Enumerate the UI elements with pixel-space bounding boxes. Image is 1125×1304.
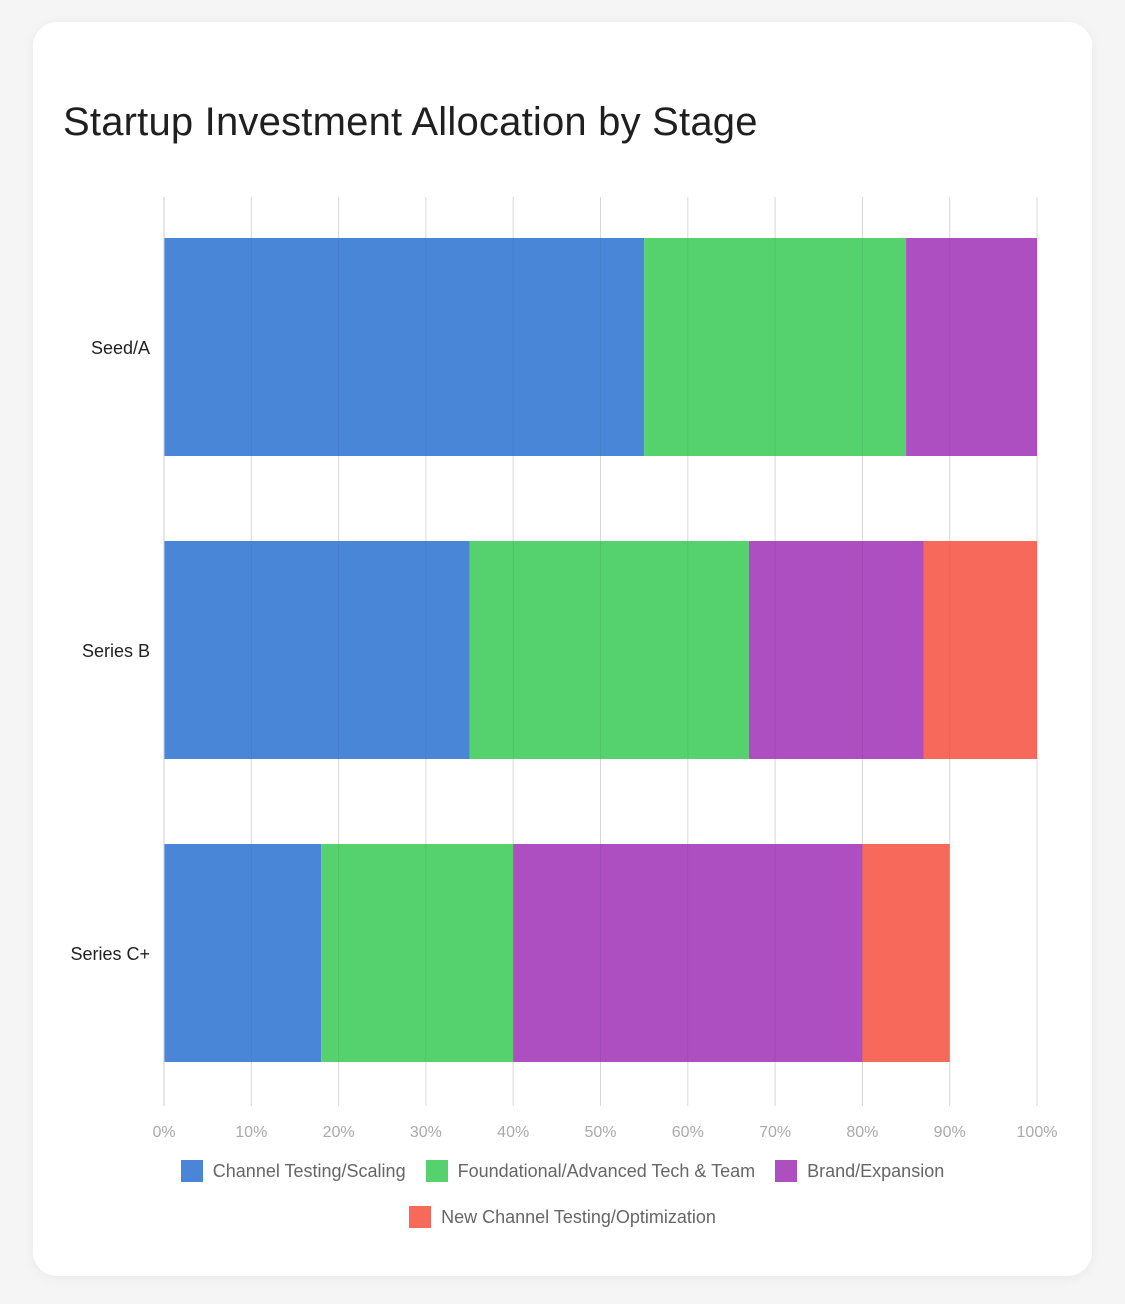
bar-1-series-2[interactable]: [748, 541, 924, 759]
legend-swatch: [409, 1206, 432, 1228]
legend-item-0[interactable]: Channel Testing/Scaling: [180, 1160, 406, 1182]
x-tick-label: 0%: [152, 1124, 175, 1141]
x-tick-label: 30%: [410, 1124, 442, 1141]
bar-2-series-2[interactable]: [513, 844, 863, 1062]
category-label: Series C+: [70, 944, 150, 964]
category-label: Seed/A: [91, 338, 150, 358]
legend-item-3[interactable]: New Channel Testing/Optimization: [409, 1206, 716, 1228]
legend-label: Brand/Expansion: [807, 1160, 945, 1181]
legend-swatch: [775, 1160, 798, 1182]
legend-item-1[interactable]: Foundational/Advanced Tech & Team: [425, 1160, 756, 1182]
legend-swatch: [180, 1160, 203, 1182]
legend-swatch: [425, 1160, 448, 1182]
legend-label: New Channel Testing/Optimization: [441, 1206, 716, 1227]
bar-2-series-3[interactable]: [862, 844, 950, 1062]
bar-1-series-1[interactable]: [469, 541, 749, 759]
legend-label: Foundational/Advanced Tech & Team: [457, 1160, 756, 1181]
bar-0-series-1[interactable]: [644, 238, 907, 456]
x-tick-label: 20%: [323, 1124, 355, 1141]
bar-0-series-2[interactable]: [906, 238, 1037, 456]
bar-1-series-3[interactable]: [923, 541, 1037, 759]
bar-segments: [164, 197, 1038, 1106]
axes: Seed/A Series B Series C+ 0% 10% 20% 30% 40% 50%…: [70, 197, 1057, 1141]
x-tick-label: 100%: [1017, 1124, 1058, 1141]
category-label: Series B: [82, 641, 150, 661]
x-tick-label: 40%: [497, 1124, 529, 1141]
bar-2-series-1[interactable]: [321, 844, 514, 1062]
chart-legend: Channel Testing/Scaling Foundational/Adva…: [33, 1160, 1092, 1228]
bar-1-series-0[interactable]: [164, 541, 470, 759]
x-tick-label: 50%: [584, 1124, 616, 1141]
x-tick-label: 70%: [759, 1124, 791, 1141]
x-tick-label: 80%: [846, 1124, 878, 1141]
bar-0-series-0[interactable]: [164, 238, 645, 456]
x-tick-label: 10%: [235, 1124, 267, 1141]
x-tick-label: 60%: [672, 1124, 704, 1141]
legend-label: Channel Testing/Scaling: [212, 1160, 406, 1181]
legend-item-2[interactable]: Brand/Expansion: [775, 1160, 944, 1182]
x-tick-label: 90%: [934, 1124, 966, 1141]
chart-title: Startup Investment Allocation by Stage: [63, 100, 758, 144]
bar-2-series-0[interactable]: [164, 844, 322, 1062]
